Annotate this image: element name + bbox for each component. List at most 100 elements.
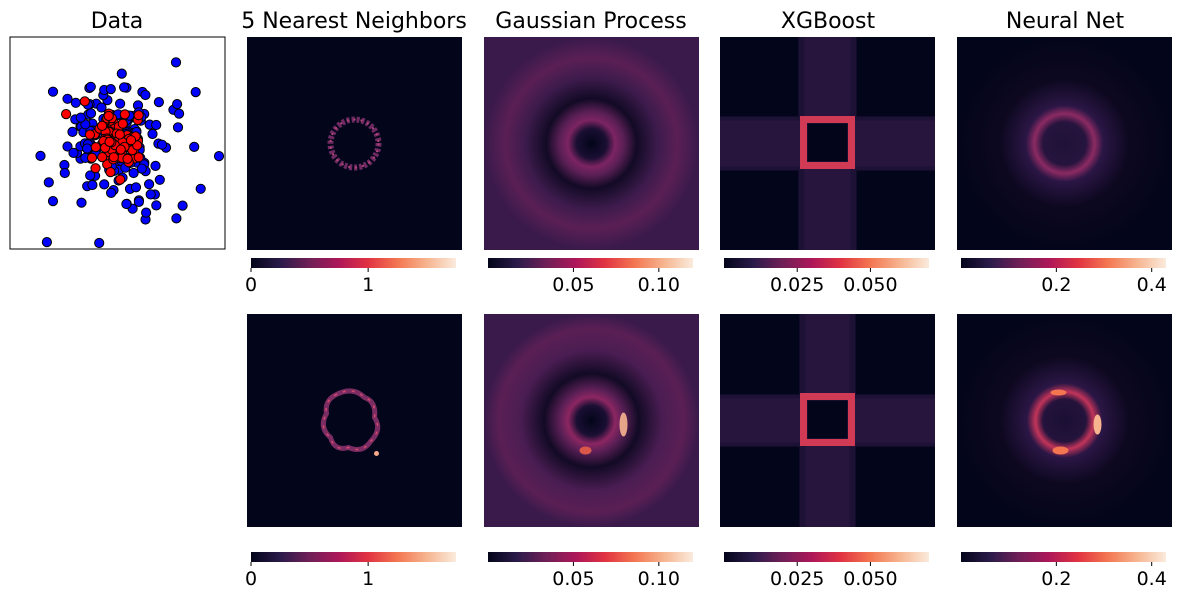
scatter-point-blue [151, 200, 162, 211]
colorbar-tick-label: 0.05 [552, 568, 594, 590]
scatter-point-blue [177, 200, 188, 211]
scatter-point-blue [99, 179, 110, 190]
scatter-point-blue [130, 182, 142, 193]
heatmap-3-1 [957, 314, 1172, 527]
scatter-point-blue [35, 150, 46, 161]
scatter-point-red [104, 136, 115, 147]
scatter-point-red [90, 142, 101, 153]
scatter-point-blue [133, 196, 144, 207]
scatter-point-red [103, 110, 114, 122]
scatter-point-blue [189, 141, 200, 152]
title-knn: 5 Nearest Neighbors [241, 9, 467, 34]
scatter-point-blue [121, 198, 132, 210]
scatter-point-blue [82, 143, 93, 154]
scatter-point-red [114, 129, 125, 140]
colorbar-tick-label: 0.2 [1041, 568, 1071, 590]
scatter-point-blue [59, 167, 70, 179]
scatter-point-blue [106, 187, 117, 198]
title-nn: Neural Net [1006, 9, 1125, 34]
heatmap-panels [247, 37, 1172, 527]
colorbar-tick-label: 0.4 [1137, 274, 1167, 296]
scatter-point-red [86, 152, 98, 163]
colorbar-tick-label: 0.2 [1041, 274, 1071, 296]
heatmap-2-1 [720, 314, 935, 527]
colorbar-tick-label: 0.050 [843, 274, 897, 296]
heatmap-0-1 [247, 314, 462, 527]
colorbar-tick-label: 1 [362, 274, 374, 296]
scatter-point-blue [85, 170, 96, 181]
heatmap-1-1 [484, 314, 699, 527]
scatter-point-blue [119, 82, 130, 93]
scatter-point-blue [147, 128, 158, 140]
heatmap-1-0 [484, 37, 699, 250]
colorbar-tick-label: 0.10 [638, 568, 680, 590]
colorbar-gradient [488, 552, 693, 562]
colorbar-gradient [724, 552, 929, 562]
colorbar-gradient [961, 552, 1166, 562]
scatter-point-blue [85, 81, 96, 92]
scatter-point-blue [171, 213, 182, 224]
colorbar-tick-label: 0 [245, 274, 257, 296]
colorbar-tick-label: 0 [245, 568, 257, 590]
scatter-point-red [61, 109, 72, 120]
heatmap-2-0 [720, 37, 935, 250]
data-scatter-panel [9, 36, 226, 250]
scatter-point-blue [190, 87, 201, 98]
scatter-point-red [90, 163, 101, 174]
scatter-point-blue [62, 141, 73, 152]
colorbar-gradient [251, 258, 456, 268]
scatter-point-red [115, 144, 126, 155]
colorbar-gradient [724, 258, 929, 268]
colorbar-3-1: 0.2 0.4 [961, 552, 1167, 590]
scatter-point-red [115, 174, 126, 185]
heatmap-0-0 [247, 37, 462, 250]
title-xgb: XGBoost [781, 9, 876, 34]
scatter-point-blue [47, 86, 59, 97]
scatter-point-blue [136, 163, 147, 174]
scatter-point-blue [76, 197, 87, 208]
scatter-point-blue [141, 207, 152, 218]
colorbar-tick-label: 0.025 [770, 568, 824, 590]
scatter-point-red [125, 135, 137, 146]
scatter-point-red [133, 152, 144, 163]
scatter-point-blue [105, 84, 116, 95]
scatter-point-blue [153, 97, 164, 108]
heatmap-background [247, 37, 462, 250]
scatter-point-blue [70, 97, 81, 108]
colorbar-gradient [251, 552, 456, 562]
colorbar-tick-label: 0.10 [638, 274, 680, 296]
colorbar-tick-label: 0.050 [843, 568, 897, 590]
scatter-point-red [133, 110, 144, 121]
scatter-point-blue [140, 89, 151, 101]
colorbar-tick-label: 0.05 [552, 274, 594, 296]
scatter-point-blue [41, 237, 53, 248]
scatter-point-blue [67, 126, 78, 137]
title-data: Data [91, 9, 144, 34]
scatter-point-blue [128, 167, 139, 179]
scatter-point-blue [43, 177, 54, 188]
scatter-point-blue [68, 147, 79, 158]
scatter-point-red [119, 109, 130, 120]
scatter-point-red [97, 120, 108, 132]
scatter-point-blue [115, 98, 126, 109]
scatter-point-blue [144, 179, 155, 190]
scatter-point-blue [172, 122, 184, 133]
scatter-point-blue [156, 139, 168, 150]
scatter-point-blue [85, 108, 97, 119]
colorbar-gradient [961, 258, 1166, 268]
scatter-point-blue [96, 102, 107, 113]
colorbar-tick-label: 0.4 [1137, 568, 1167, 590]
scatter-point-red [122, 153, 133, 164]
scatter-point-blue [47, 196, 59, 207]
scatter-point-blue [151, 119, 162, 131]
scatter-point-blue [62, 93, 73, 104]
heatmap-background [247, 314, 462, 527]
colorbar-tick-label: 1 [362, 568, 374, 590]
colorbar-2-1: 0.025 0.050 [724, 552, 929, 590]
colorbar-2-0: 0.025 0.050 [724, 258, 929, 296]
title-gp: Gaussian Process [495, 9, 686, 34]
